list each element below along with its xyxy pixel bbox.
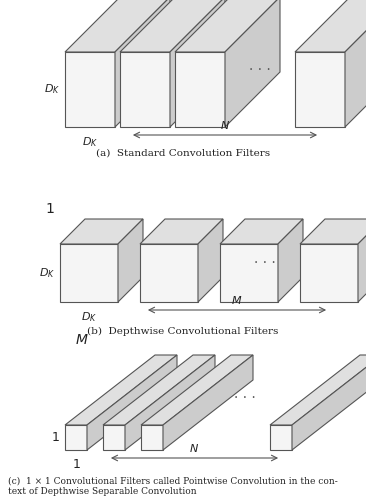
Polygon shape [87,355,177,450]
Polygon shape [60,219,143,244]
Polygon shape [60,244,118,302]
Polygon shape [300,244,358,302]
Polygon shape [175,0,280,52]
Polygon shape [103,425,125,450]
Polygon shape [292,355,366,450]
Polygon shape [270,355,366,425]
Polygon shape [120,0,225,52]
Polygon shape [175,52,225,127]
Polygon shape [270,425,292,450]
Text: $N$: $N$ [190,442,199,454]
Polygon shape [163,355,253,450]
Polygon shape [65,355,177,425]
Polygon shape [141,355,253,425]
Polygon shape [295,0,366,52]
Polygon shape [125,355,215,450]
Text: · · ·: · · · [249,63,271,77]
Text: $D_K$: $D_K$ [82,135,98,149]
Polygon shape [198,219,223,302]
Text: (a)  Standard Convolution Filters: (a) Standard Convolution Filters [96,149,270,158]
Polygon shape [358,219,366,302]
Text: $D_K$: $D_K$ [81,310,97,324]
Polygon shape [65,0,170,52]
Polygon shape [140,219,223,244]
Text: (b)  Depthwise Convolutional Filters: (b) Depthwise Convolutional Filters [87,327,279,336]
Text: · · ·: · · · [254,256,276,270]
Polygon shape [120,52,170,127]
Polygon shape [141,425,163,450]
Text: $1$: $1$ [72,458,81,471]
Polygon shape [65,425,87,450]
Text: $N$: $N$ [220,119,230,131]
Text: $1$: $1$ [51,431,60,444]
Polygon shape [345,0,366,127]
Polygon shape [295,52,345,127]
Polygon shape [278,219,303,302]
Polygon shape [103,355,215,425]
Text: (c)  1 × 1 Convolutional Filters called Pointwise Convolution in the con-
text o: (c) 1 × 1 Convolutional Filters called P… [8,477,338,497]
Polygon shape [65,52,115,127]
Text: $D_K$: $D_K$ [44,83,60,96]
Text: $1$: $1$ [45,202,55,216]
Text: $M$: $M$ [75,333,89,347]
Polygon shape [115,0,170,127]
Text: $D_K$: $D_K$ [39,266,55,280]
Text: · · ·: · · · [234,391,256,405]
Polygon shape [170,0,225,127]
Polygon shape [220,219,303,244]
Polygon shape [225,0,280,127]
Polygon shape [220,244,278,302]
Text: $M$: $M$ [231,294,243,306]
Polygon shape [140,244,198,302]
Polygon shape [300,219,366,244]
Polygon shape [118,219,143,302]
